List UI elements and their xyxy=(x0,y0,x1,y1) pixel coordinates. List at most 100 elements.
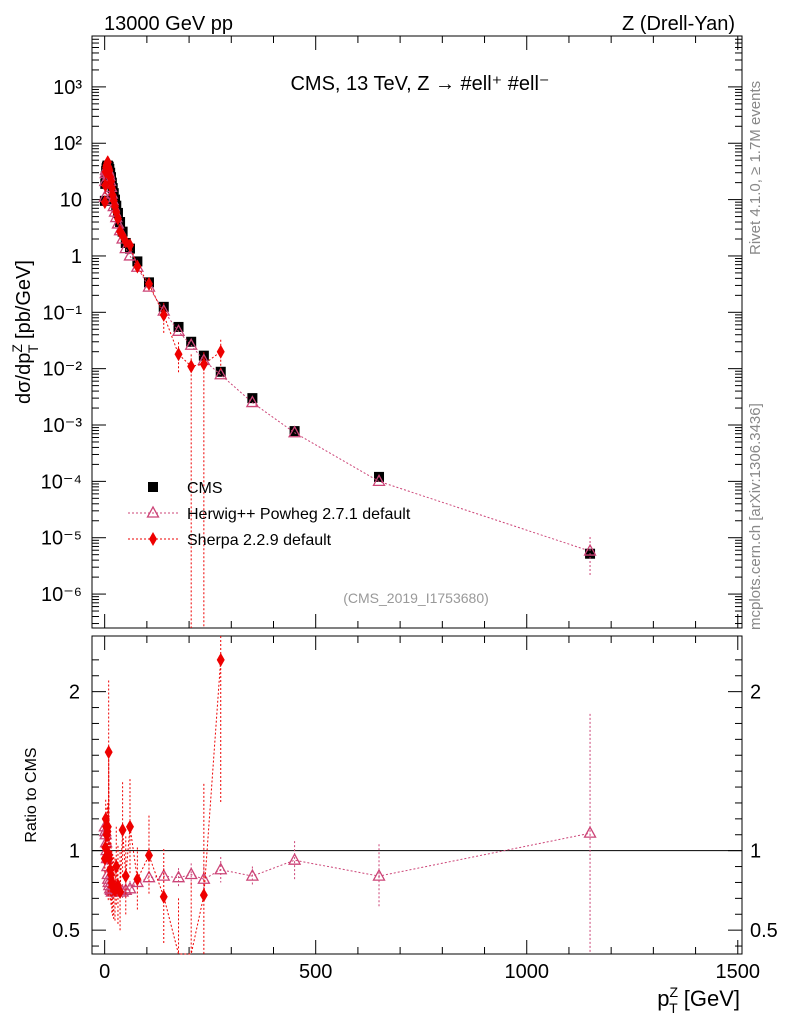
main-y-tick-label: 10⁻⁴ xyxy=(41,471,82,493)
ratio-point xyxy=(184,867,198,880)
ratio-point xyxy=(121,869,130,884)
data-point xyxy=(173,321,184,332)
rivet-version-label: Rivet 4.1.0, ≥ 1.7M events xyxy=(747,81,764,255)
main-series-group xyxy=(98,155,597,628)
ratio-point xyxy=(133,872,142,887)
data-point xyxy=(215,366,226,377)
ratio-point xyxy=(144,848,153,863)
ratio-point xyxy=(214,862,228,875)
ratio-y-tick-label-right: 1 xyxy=(750,841,761,863)
ratio-point xyxy=(142,870,156,883)
data-point xyxy=(245,395,259,408)
data-point xyxy=(372,474,386,487)
data-point xyxy=(159,307,168,322)
main-ylabel: dσ/dpZT [pb/GeV] xyxy=(9,260,41,404)
ratio-y-tick-label: 0.5 xyxy=(52,920,80,942)
legend-entry: Sherpa 2.2.9 default xyxy=(128,532,332,549)
ratio-y-tick-label: 1 xyxy=(69,841,80,863)
legend-label: Sherpa 2.2.9 default xyxy=(187,532,332,549)
legend-marker xyxy=(146,505,160,518)
data-point xyxy=(583,543,597,556)
main-y-tick-label: 10² xyxy=(53,133,82,155)
series-2 xyxy=(100,155,225,628)
ratio-point xyxy=(197,871,211,884)
ratio-point xyxy=(159,889,168,904)
data-point xyxy=(113,211,122,226)
series-line xyxy=(104,161,221,367)
main-y-tick-label: 10 xyxy=(60,190,82,212)
legend-marker xyxy=(148,482,158,492)
ratio-series-1 xyxy=(100,636,225,955)
data-point xyxy=(174,347,183,362)
ratio-y-tick-label-right: 0.5 xyxy=(750,920,778,942)
series-0 xyxy=(99,160,596,559)
main-y-tick-label: 10⁻⁵ xyxy=(41,528,82,550)
data-point xyxy=(125,238,134,253)
ratio-point xyxy=(116,884,125,899)
data-point xyxy=(199,357,208,372)
ratio-series-0 xyxy=(98,713,597,953)
ratio-y-tick-label: 2 xyxy=(69,682,80,704)
ratio-x-tick-label: 0 xyxy=(99,961,110,983)
ratio-ylabel: Ratio to CMS xyxy=(23,747,40,842)
ratio-point xyxy=(157,868,171,881)
ratio-x-tick-label: 1500 xyxy=(716,961,761,983)
data-point xyxy=(133,259,142,274)
legend-label: Herwig++ Powheg 2.7.1 default xyxy=(187,506,411,523)
series-line xyxy=(104,168,591,552)
mcplots-label: mcplots.cern.ch [arXiv:1306.3436] xyxy=(747,403,764,630)
legend-entry: CMS xyxy=(148,480,223,497)
ratio-point xyxy=(583,825,597,838)
data-point xyxy=(123,248,137,261)
ratio-series-group xyxy=(98,636,597,955)
ratio-x-tick-label: 1000 xyxy=(504,961,549,983)
data-point xyxy=(142,279,156,292)
data-point xyxy=(171,323,186,336)
legend: CMS Herwig++ Powheg 2.7.1 default Sherpa 2… xyxy=(128,480,411,549)
ratio-point xyxy=(287,852,302,865)
legend-entry: Herwig++ Powheg 2.7.1 default xyxy=(128,505,411,523)
main-y-tick-label: 10⁻⁶ xyxy=(41,584,82,606)
data-point xyxy=(289,426,300,437)
ratio-point xyxy=(118,822,127,837)
ratio-y-tick-label-right: 2 xyxy=(750,682,761,704)
main-y-tick-label: 10³ xyxy=(53,77,82,99)
ratio-point xyxy=(245,868,259,881)
ratio-point xyxy=(104,745,113,760)
main-y-tick-label: 10⁻¹ xyxy=(43,302,83,324)
data-point xyxy=(184,337,198,350)
main-y-tick-label: 10⁻³ xyxy=(43,415,83,437)
main-y-tick-label: 10⁻² xyxy=(43,359,83,381)
main-y-tick-label: 1 xyxy=(71,246,82,268)
ratio-point xyxy=(216,652,225,667)
ratio-axis-ticks: 0.5 0.5 1 1 2 2 0 500 1000 1500 xyxy=(52,636,778,983)
ratio-xlabel: pZ T [GeV] xyxy=(657,984,740,1016)
data-point xyxy=(216,344,225,359)
data-point xyxy=(374,471,385,482)
ratio-point xyxy=(199,888,208,903)
data-point xyxy=(186,336,197,347)
header-left-label: 13000 GeV pp xyxy=(104,13,233,35)
ratio-panel: 0.5 0.5 1 1 2 2 0 500 1000 1500 Ratio to CMS pZ T … xyxy=(23,635,778,1016)
ratio-point xyxy=(123,881,137,894)
ratio-point xyxy=(372,868,386,881)
data-point xyxy=(247,393,258,404)
ratio-point xyxy=(119,883,133,896)
ratio-point xyxy=(171,870,186,883)
chart-title: CMS, 13 TeV, Z → #ell⁺ #ell⁻ xyxy=(290,73,549,95)
main-axis-ticks: 10⁻⁶ 10⁻⁵ 10⁻⁴ 10⁻³ 10⁻² 10⁻¹ 1 10 10² 10³ xyxy=(41,35,742,628)
main-frame xyxy=(91,35,743,629)
data-point xyxy=(100,195,109,210)
ratio-x-tick-label: 500 xyxy=(299,961,332,983)
legend-marker xyxy=(149,532,157,546)
ratio-point xyxy=(125,819,134,834)
data-point xyxy=(287,425,302,438)
header-right-label: Z (Drell-Yan) xyxy=(622,13,735,35)
data-point xyxy=(158,301,169,312)
data-point xyxy=(144,276,153,291)
legend-label: CMS xyxy=(187,480,223,497)
analysis-label: (CMS_2019_I1753680) xyxy=(343,590,489,606)
data-point xyxy=(187,359,196,374)
data-point xyxy=(214,367,228,380)
